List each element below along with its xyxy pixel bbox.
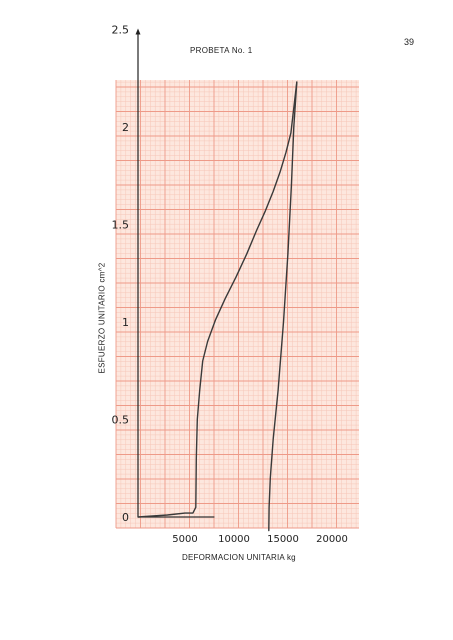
y-tick-label: 1 <box>122 316 129 329</box>
x-tick-label: 20000 <box>316 534 348 545</box>
x-tick-label: 10000 <box>218 534 250 545</box>
page-number: 39 <box>404 37 415 47</box>
series-line-1 <box>137 81 298 518</box>
x-tick-label: 15000 <box>267 534 299 545</box>
data-series <box>137 81 298 532</box>
x-axis-label: DEFORMACION UNITARIA kg <box>182 553 296 562</box>
chart-title: PROBETA No. 1 <box>190 46 253 55</box>
major-grid <box>115 80 359 529</box>
y-axis-arrow <box>135 28 141 35</box>
series-line-2 <box>268 81 298 532</box>
y-tick-label: 0 <box>122 511 129 524</box>
y-axis-label: ESFUERZO UNITARIO cm^2 <box>97 262 107 374</box>
x-tick-label: 5000 <box>172 534 197 545</box>
y-tick-label: 0.5 <box>112 414 130 427</box>
x-tick-labels: 5000 10000 15000 20000 <box>172 534 348 545</box>
minor-grid <box>116 80 359 528</box>
y-tick-label: 2.5 <box>112 24 130 37</box>
graph-paper <box>116 80 359 528</box>
y-tick-labels: 0 0.5 1 1.5 2 2.5 <box>112 24 130 525</box>
y-tick-label: 1.5 <box>112 219 130 232</box>
y-tick-label: 2 <box>122 121 129 134</box>
